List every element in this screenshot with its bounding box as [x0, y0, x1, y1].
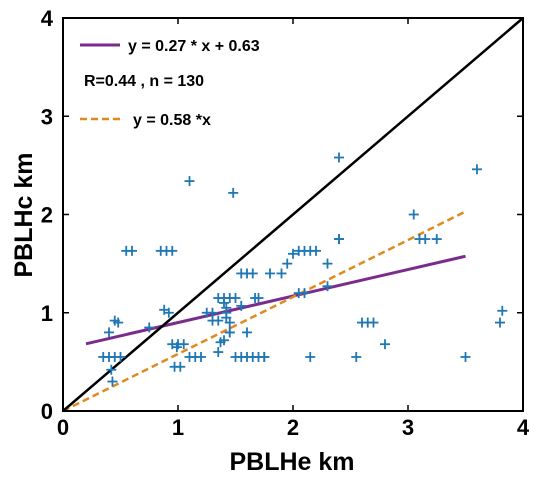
- ratio-line: [62, 210, 467, 413]
- data-point: [282, 258, 293, 269]
- y-tick-label: 3: [41, 104, 53, 129]
- data-point: [113, 317, 124, 328]
- data-point: [322, 281, 333, 292]
- x-tick-label: 3: [402, 415, 414, 440]
- x-tick-label: 4: [517, 415, 530, 440]
- data-point: [276, 268, 287, 279]
- y-axis-label: PBLHc km: [10, 152, 38, 277]
- data-point: [380, 339, 390, 350]
- data-point: [334, 234, 344, 245]
- data-point: [196, 351, 206, 362]
- data-point: [178, 339, 189, 350]
- data-point: [115, 351, 126, 362]
- data-point: [431, 234, 442, 245]
- data-point: [472, 164, 482, 175]
- data-point: [107, 376, 118, 387]
- data-point: [247, 268, 258, 279]
- data-point: [219, 297, 229, 308]
- data-point: [253, 293, 264, 304]
- data-point: [171, 342, 182, 353]
- legend-annotation: R=0.44 , n = 130: [84, 73, 204, 90]
- legend-fit-line-label: y = 0.27 * x + 0.63: [128, 38, 260, 55]
- axis-ticks: 0 1 2 3 4 0 1 2 3 4: [41, 6, 530, 440]
- plot-area: [62, 17, 524, 413]
- data-point: [106, 364, 117, 375]
- data-point: [311, 245, 321, 256]
- data-point: [230, 293, 241, 304]
- data-point: [228, 187, 239, 198]
- data-point: [104, 327, 114, 338]
- plot-frame: [62, 17, 524, 412]
- legend: y = 0.27 * x + 0.63 R=0.44 , n = 130 y =…: [80, 38, 260, 129]
- data-point: [163, 307, 174, 318]
- data-point: [236, 300, 247, 311]
- data-point: [305, 351, 316, 362]
- y-tick-label: 4: [41, 6, 54, 31]
- data-point: [224, 327, 235, 338]
- x-axis-label: PBLHe km: [229, 448, 354, 476]
- x-tick-label: 1: [172, 415, 184, 440]
- y-tick-label: 2: [41, 203, 53, 228]
- y-tick-label: 1: [41, 301, 53, 326]
- data-point: [334, 152, 344, 163]
- data-point: [169, 361, 180, 372]
- x-tick-label: 0: [57, 415, 69, 440]
- y-tick-label: 0: [41, 399, 53, 424]
- one-to-one-line: [62, 17, 524, 412]
- data-point: [242, 327, 252, 338]
- data-point: [213, 347, 224, 358]
- data-point: [322, 258, 333, 269]
- legend-ratio-line-label: y = 0.58 *x: [133, 112, 211, 129]
- data-point: [288, 248, 298, 259]
- data-point: [495, 317, 505, 328]
- data-point: [221, 312, 232, 323]
- data-point: [127, 245, 137, 256]
- data-point: [213, 315, 224, 326]
- fit-line: [85, 254, 466, 346]
- data-point: [408, 209, 419, 220]
- data-point: [219, 335, 229, 346]
- data-point: [144, 322, 155, 333]
- data-point: [184, 176, 195, 187]
- data-point: [368, 317, 379, 328]
- data-point: [460, 351, 471, 362]
- data-point: [497, 305, 508, 316]
- data-point: [420, 234, 431, 245]
- data-point: [167, 245, 178, 256]
- data-point: [230, 351, 241, 362]
- data-point: [265, 268, 275, 279]
- x-tick-label: 2: [287, 415, 299, 440]
- data-point: [351, 351, 362, 362]
- data-point: [293, 288, 304, 299]
- data-point: [259, 351, 270, 362]
